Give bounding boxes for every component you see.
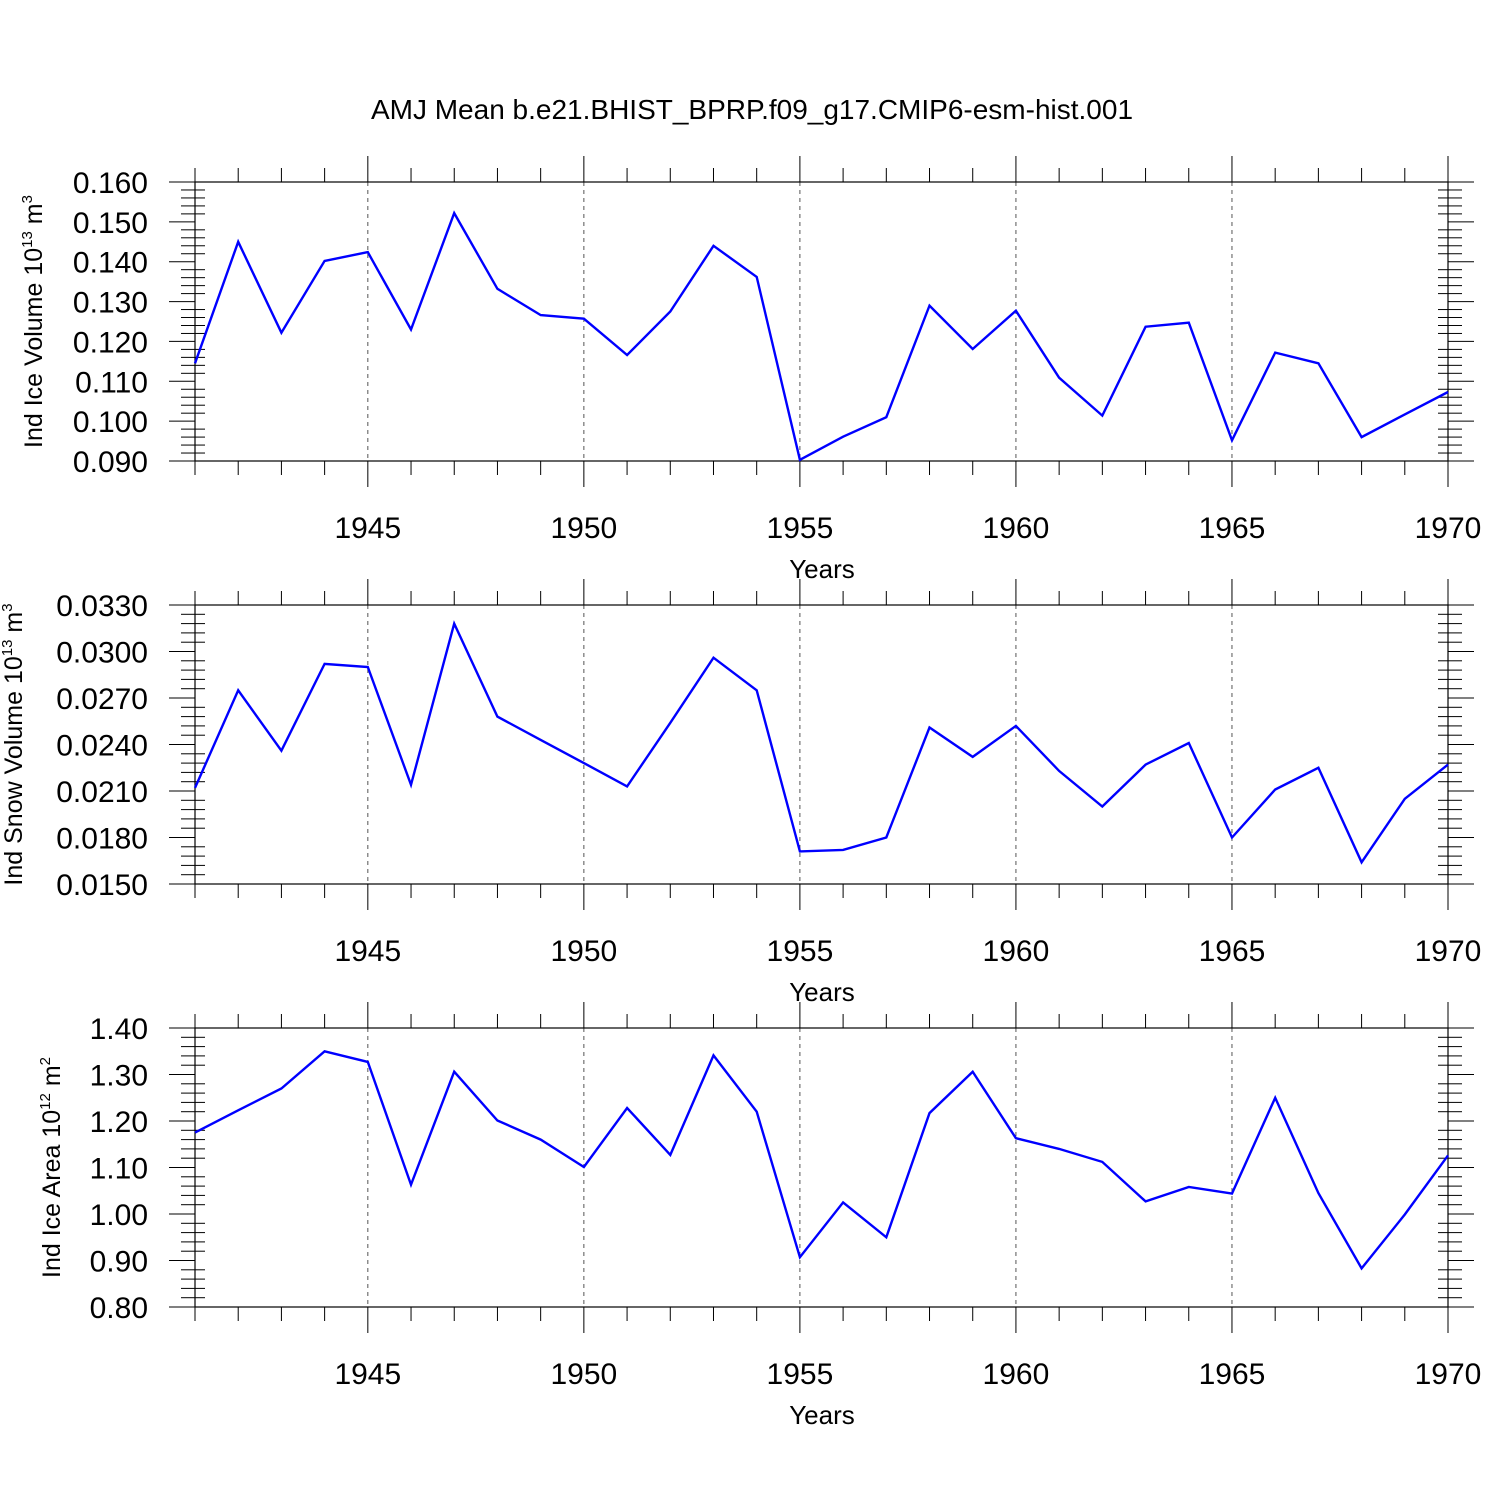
snow-volume-ylabel-unit-exp: 3 (0, 603, 16, 611)
snow-volume-ylabel-exp: 13 (0, 640, 16, 657)
ice-volume-ytick-label: 0.110 (75, 366, 148, 399)
ice-volume-ytick-label: 0.160 (73, 167, 148, 200)
snow-volume-ylabel-unit: m (0, 612, 28, 640)
snow-volume-ytick-label: 0.0180 (56, 823, 148, 856)
snow-volume-ytick-label: 0.0270 (56, 683, 148, 716)
snow-volume-xtick-label: 1945 (334, 935, 401, 968)
snow-volume-ytick-label: 0.0300 (56, 637, 148, 670)
ice-volume-ylabel-text: Ind Ice Volume 10 (20, 248, 48, 448)
ice-volume-ylabel-exp: 13 (19, 231, 36, 248)
ice-area-series-line (194, 1049, 1449, 1271)
ice-volume-axes (169, 156, 1474, 487)
ice-area-ytick-label: 1.40 (90, 1013, 148, 1046)
snow-volume-xtick-label: 1970 (1415, 935, 1482, 968)
ice-area-xtick-label: 1950 (550, 1358, 617, 1391)
snow-volume-xtick-label: 1960 (983, 935, 1050, 968)
ice-volume-x-ticks: 1945 1950 1955 1960 1965 1970 (334, 512, 1481, 545)
snow-volume-panel: Years Ind Snow Volume 1013 m3 0.01500.01… (0, 579, 1481, 1007)
snow-volume-ylabel-text: Ind Snow Volume 10 (0, 656, 28, 885)
ice-volume-xtick-label: 1960 (983, 512, 1050, 545)
ice-area-ytick-label: 0.80 (90, 1292, 148, 1325)
ice-area-xtick-label: 1955 (767, 1358, 834, 1391)
ice-area-series (194, 1049, 1449, 1271)
snow-volume-axes (169, 579, 1474, 910)
ice-area-xtick-label: 1960 (983, 1358, 1050, 1391)
ice-volume-frame (194, 181, 1449, 462)
ice-volume-xtick-label: 1965 (1199, 512, 1266, 545)
snow-volume-ylabel: Ind Snow Volume 1013 m3 (0, 603, 28, 885)
snow-volume-ytick-label: 0.0240 (56, 730, 148, 763)
snow-volume-ytick-label: 0.0210 (56, 776, 148, 809)
ice-volume-ytick-label: 0.120 (73, 326, 148, 359)
ice-area-ylabel-unit: m (38, 1065, 66, 1093)
ice-volume-xtick-label: 1950 (550, 512, 617, 545)
ice-area-panel: Years Ind Ice Area 1012 m2 0.80 0.90 1.00 1… (37, 1002, 1481, 1430)
ice-volume-ytick-label: 0.090 (73, 446, 148, 479)
ice-area-ytick-label: 0.90 (90, 1246, 148, 1279)
ice-volume-ytick-label: 0.130 (73, 287, 148, 320)
ice-area-ylabel-exp: 12 (37, 1093, 54, 1110)
ice-area-ylabel-text: Ind Ice Area 10 (38, 1110, 66, 1278)
snow-volume-xtick-label: 1950 (550, 935, 617, 968)
snow-volume-xtick-label: 1965 (1199, 935, 1266, 968)
ice-volume-ytick-label: 0.150 (73, 207, 148, 240)
ice-volume-ylabel: Ind Ice Volume 1013 m3 (19, 195, 48, 448)
snow-volume-frame (194, 604, 1449, 885)
ice-volume-ytick-label: 0.100 (73, 406, 148, 439)
ice-area-xtick-label: 1945 (334, 1358, 401, 1391)
ice-volume-xtick-label: 1970 (1415, 512, 1482, 545)
ice-area-ytick-label: 1.30 (90, 1060, 148, 1093)
ice-area-frame (194, 1027, 1449, 1308)
ice-volume-ytick-label: 0.140 (73, 247, 148, 280)
ice-area-ytick-label: 1.10 (90, 1153, 148, 1186)
snow-volume-xtick-label: 1955 (767, 935, 834, 968)
ice-volume-series (193, 210, 1449, 462)
ice-volume-series-line (193, 210, 1449, 462)
ice-volume-panel: Years Ind Ice Volume 1013 m3 0.0900.1000… (19, 156, 1481, 584)
ice-area-xtick-label: 1965 (1199, 1358, 1266, 1391)
snow-volume-ytick-label: 0.0150 (56, 869, 148, 902)
chart-title: AMJ Mean b.e21.BHIST_BPRP.f09_g17.CMIP6-… (371, 94, 1133, 125)
ice-area-ytick-label: 1.20 (90, 1106, 148, 1139)
ice-area-ylabel: Ind Ice Area 1012 m2 (37, 1057, 66, 1278)
ice-volume-xlabel: Years (789, 554, 855, 584)
ice-volume-y-ticks: 0.090 0.100 0.110 0.120 0.130 0.140 0.150 0.160 (73, 167, 148, 479)
ice-volume-ylabel-unit-exp: 3 (19, 195, 36, 203)
ice-area-ytick-label: 1.00 (90, 1199, 148, 1232)
ice-area-y-ticks: 0.80 0.90 1.00 1.10 1.20 1.30 1.40 (90, 1013, 148, 1325)
ice-area-ylabel-unit-exp: 2 (37, 1057, 54, 1065)
ice-volume-xtick-label: 1945 (334, 512, 401, 545)
snow-volume-x-ticks: 1945 1950 1955 1960 1965 1970 (334, 935, 1481, 968)
ice-area-x-ticks: 1945 1950 1955 1960 1965 1970 (334, 1358, 1481, 1391)
ice-area-xlabel: Years (789, 1400, 855, 1430)
snow-volume-y-ticks: 0.0150 0.0180 0.0210 0.0240 0.0270 0.0300 0.03… (56, 590, 148, 902)
ice-volume-ylabel-unit: m (20, 203, 48, 231)
ice-area-xtick-label: 1970 (1415, 1358, 1482, 1391)
ice-volume-xtick-label: 1955 (767, 512, 834, 545)
snow-volume-ytick-label: 0.0330 (56, 590, 148, 623)
snow-volume-xlabel: Years (789, 977, 855, 1007)
ice-area-axes (169, 1002, 1474, 1333)
snow-volume-series (193, 620, 1449, 865)
snow-volume-series-line (193, 620, 1449, 865)
